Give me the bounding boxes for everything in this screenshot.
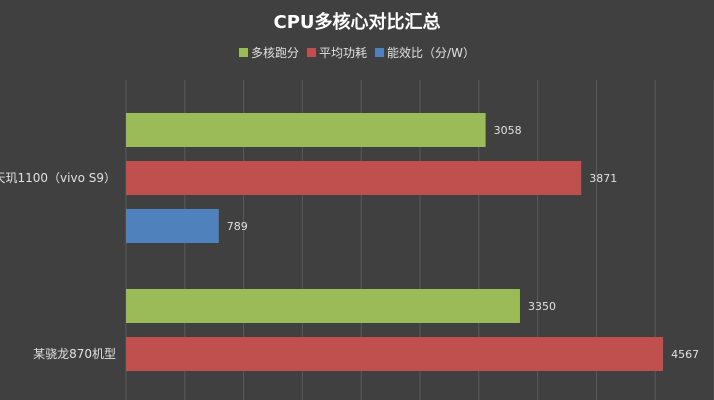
legend-label-efficiency: 能效比（分/W） <box>387 46 475 60</box>
legend-label-power: 平均功耗 <box>319 46 368 60</box>
data-label: 3871 <box>589 172 617 185</box>
category-label: 某骁龙870机型 <box>33 347 116 361</box>
legend: 多核跑分 平均功耗 能效比（分/W） <box>0 44 714 61</box>
data-label: 3058 <box>494 124 522 137</box>
bar <box>126 337 664 371</box>
data-label: 4567 <box>671 348 699 361</box>
bar <box>126 161 582 195</box>
legend-item-efficiency: 能效比（分/W） <box>375 44 475 61</box>
data-label: 789 <box>227 220 248 233</box>
bar <box>126 289 520 323</box>
category-label: 天玑1100（vivo S9） <box>0 171 116 185</box>
bar <box>126 209 219 243</box>
legend-item-multicore: 多核跑分 <box>239 44 299 61</box>
legend-swatch-power <box>307 48 317 57</box>
legend-item-power: 平均功耗 <box>307 44 367 61</box>
legend-swatch-multicore <box>239 48 249 57</box>
bar <box>126 113 486 147</box>
legend-swatch-efficiency <box>375 48 385 57</box>
data-label: 3350 <box>528 300 556 313</box>
chart-title: CPU多核心对比汇总 <box>273 12 441 33</box>
legend-label-multicore: 多核跑分 <box>251 46 300 60</box>
